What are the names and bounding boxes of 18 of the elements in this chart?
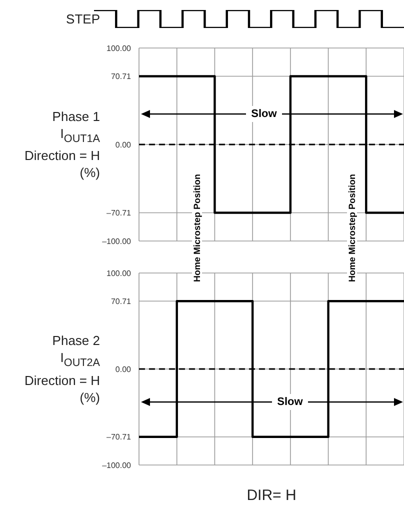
y-tick-label: 0.00 xyxy=(115,364,132,374)
annotation: Slow xyxy=(246,106,282,122)
y-tick-label: 70.71 xyxy=(110,296,132,306)
annotation: Home Microstep Position xyxy=(192,172,202,284)
y-tick-label: –100.00 xyxy=(102,460,132,470)
y-tick-label: 0.00 xyxy=(115,140,132,150)
y-axis-title: Phase 1 I$_{OUT1A}$ Direction = H (%) xyxy=(24,108,100,182)
y-tick-label: 100.00 xyxy=(106,44,132,53)
y-tick-label: 100.00 xyxy=(106,268,132,278)
y-tick-label: –100.00 xyxy=(102,236,132,246)
annotation: Home Microstep Position xyxy=(347,172,357,284)
x-axis-title: DIR= H xyxy=(246,487,298,504)
y-axis-title: Phase 2 I$_{OUT2A}$ Direction = H (%) xyxy=(24,332,100,406)
y-tick-label: 70.71 xyxy=(110,72,132,82)
annotation: Slow xyxy=(272,394,308,410)
y-axis-title: STEP xyxy=(66,10,100,28)
y-tick-label: –70.71 xyxy=(106,208,132,218)
y-tick-label: –70.71 xyxy=(106,432,132,442)
